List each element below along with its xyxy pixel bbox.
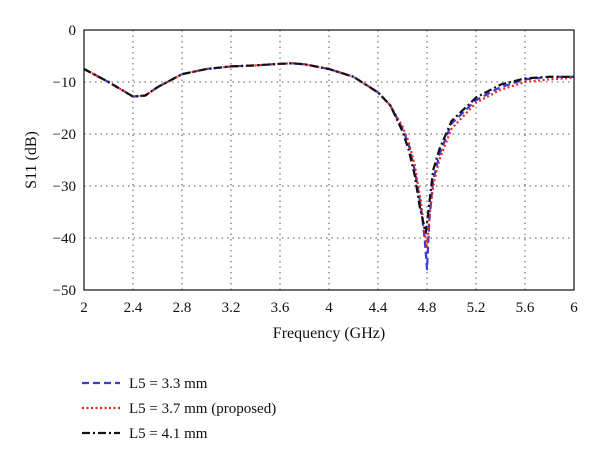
y-tick-label: −50 (53, 283, 76, 299)
y-tick-label: 0 (69, 23, 77, 39)
x-tick-label: 2.8 (173, 300, 192, 316)
series-line-3 (83, 62, 574, 234)
x-tick-label: 4.8 (418, 300, 437, 316)
y-tick-label: −10 (53, 75, 76, 91)
series-line-2 (83, 62, 575, 250)
series-lines (83, 62, 575, 271)
legend-label-3: L5 = 4.1 mm (129, 426, 208, 442)
x-tick-labels: 2 2.4 2.8 3.2 3.6 4 4.4 4.8 5.2 5.6 6 (80, 300, 578, 316)
y-tick-label: −30 (53, 179, 76, 195)
y-tick-label: −20 (53, 127, 76, 143)
x-tick-label: 5.2 (467, 300, 486, 316)
grid-lines (84, 30, 574, 290)
x-tick-label: 6 (570, 300, 578, 316)
legend: L5 = 3.3 mm L5 = 3.7 mm (proposed) L5 = 4.… (82, 376, 276, 442)
x-axis-title: Frequency (GHz) (273, 325, 385, 342)
x-tick-label: 2.4 (124, 300, 143, 316)
x-tick-label: 3.6 (271, 300, 290, 316)
x-tick-label: 3.2 (222, 300, 241, 316)
y-axis-title: S11 (dB) (23, 131, 40, 189)
x-tick-label: 5.6 (516, 300, 535, 316)
y-tick-labels: 0 −10 −20 −30 −40 −50 (53, 23, 76, 299)
legend-label-1: L5 = 3.3 mm (129, 376, 208, 392)
legend-label-2: L5 = 3.7 mm (proposed) (129, 401, 276, 417)
x-tick-label: 2 (80, 300, 88, 316)
series-line-1 (83, 62, 574, 271)
plot-frame (83, 29, 575, 291)
x-tick-label: 4.4 (369, 300, 388, 316)
y-tick-label: −40 (53, 231, 76, 247)
x-tick-label: 4 (325, 300, 333, 316)
